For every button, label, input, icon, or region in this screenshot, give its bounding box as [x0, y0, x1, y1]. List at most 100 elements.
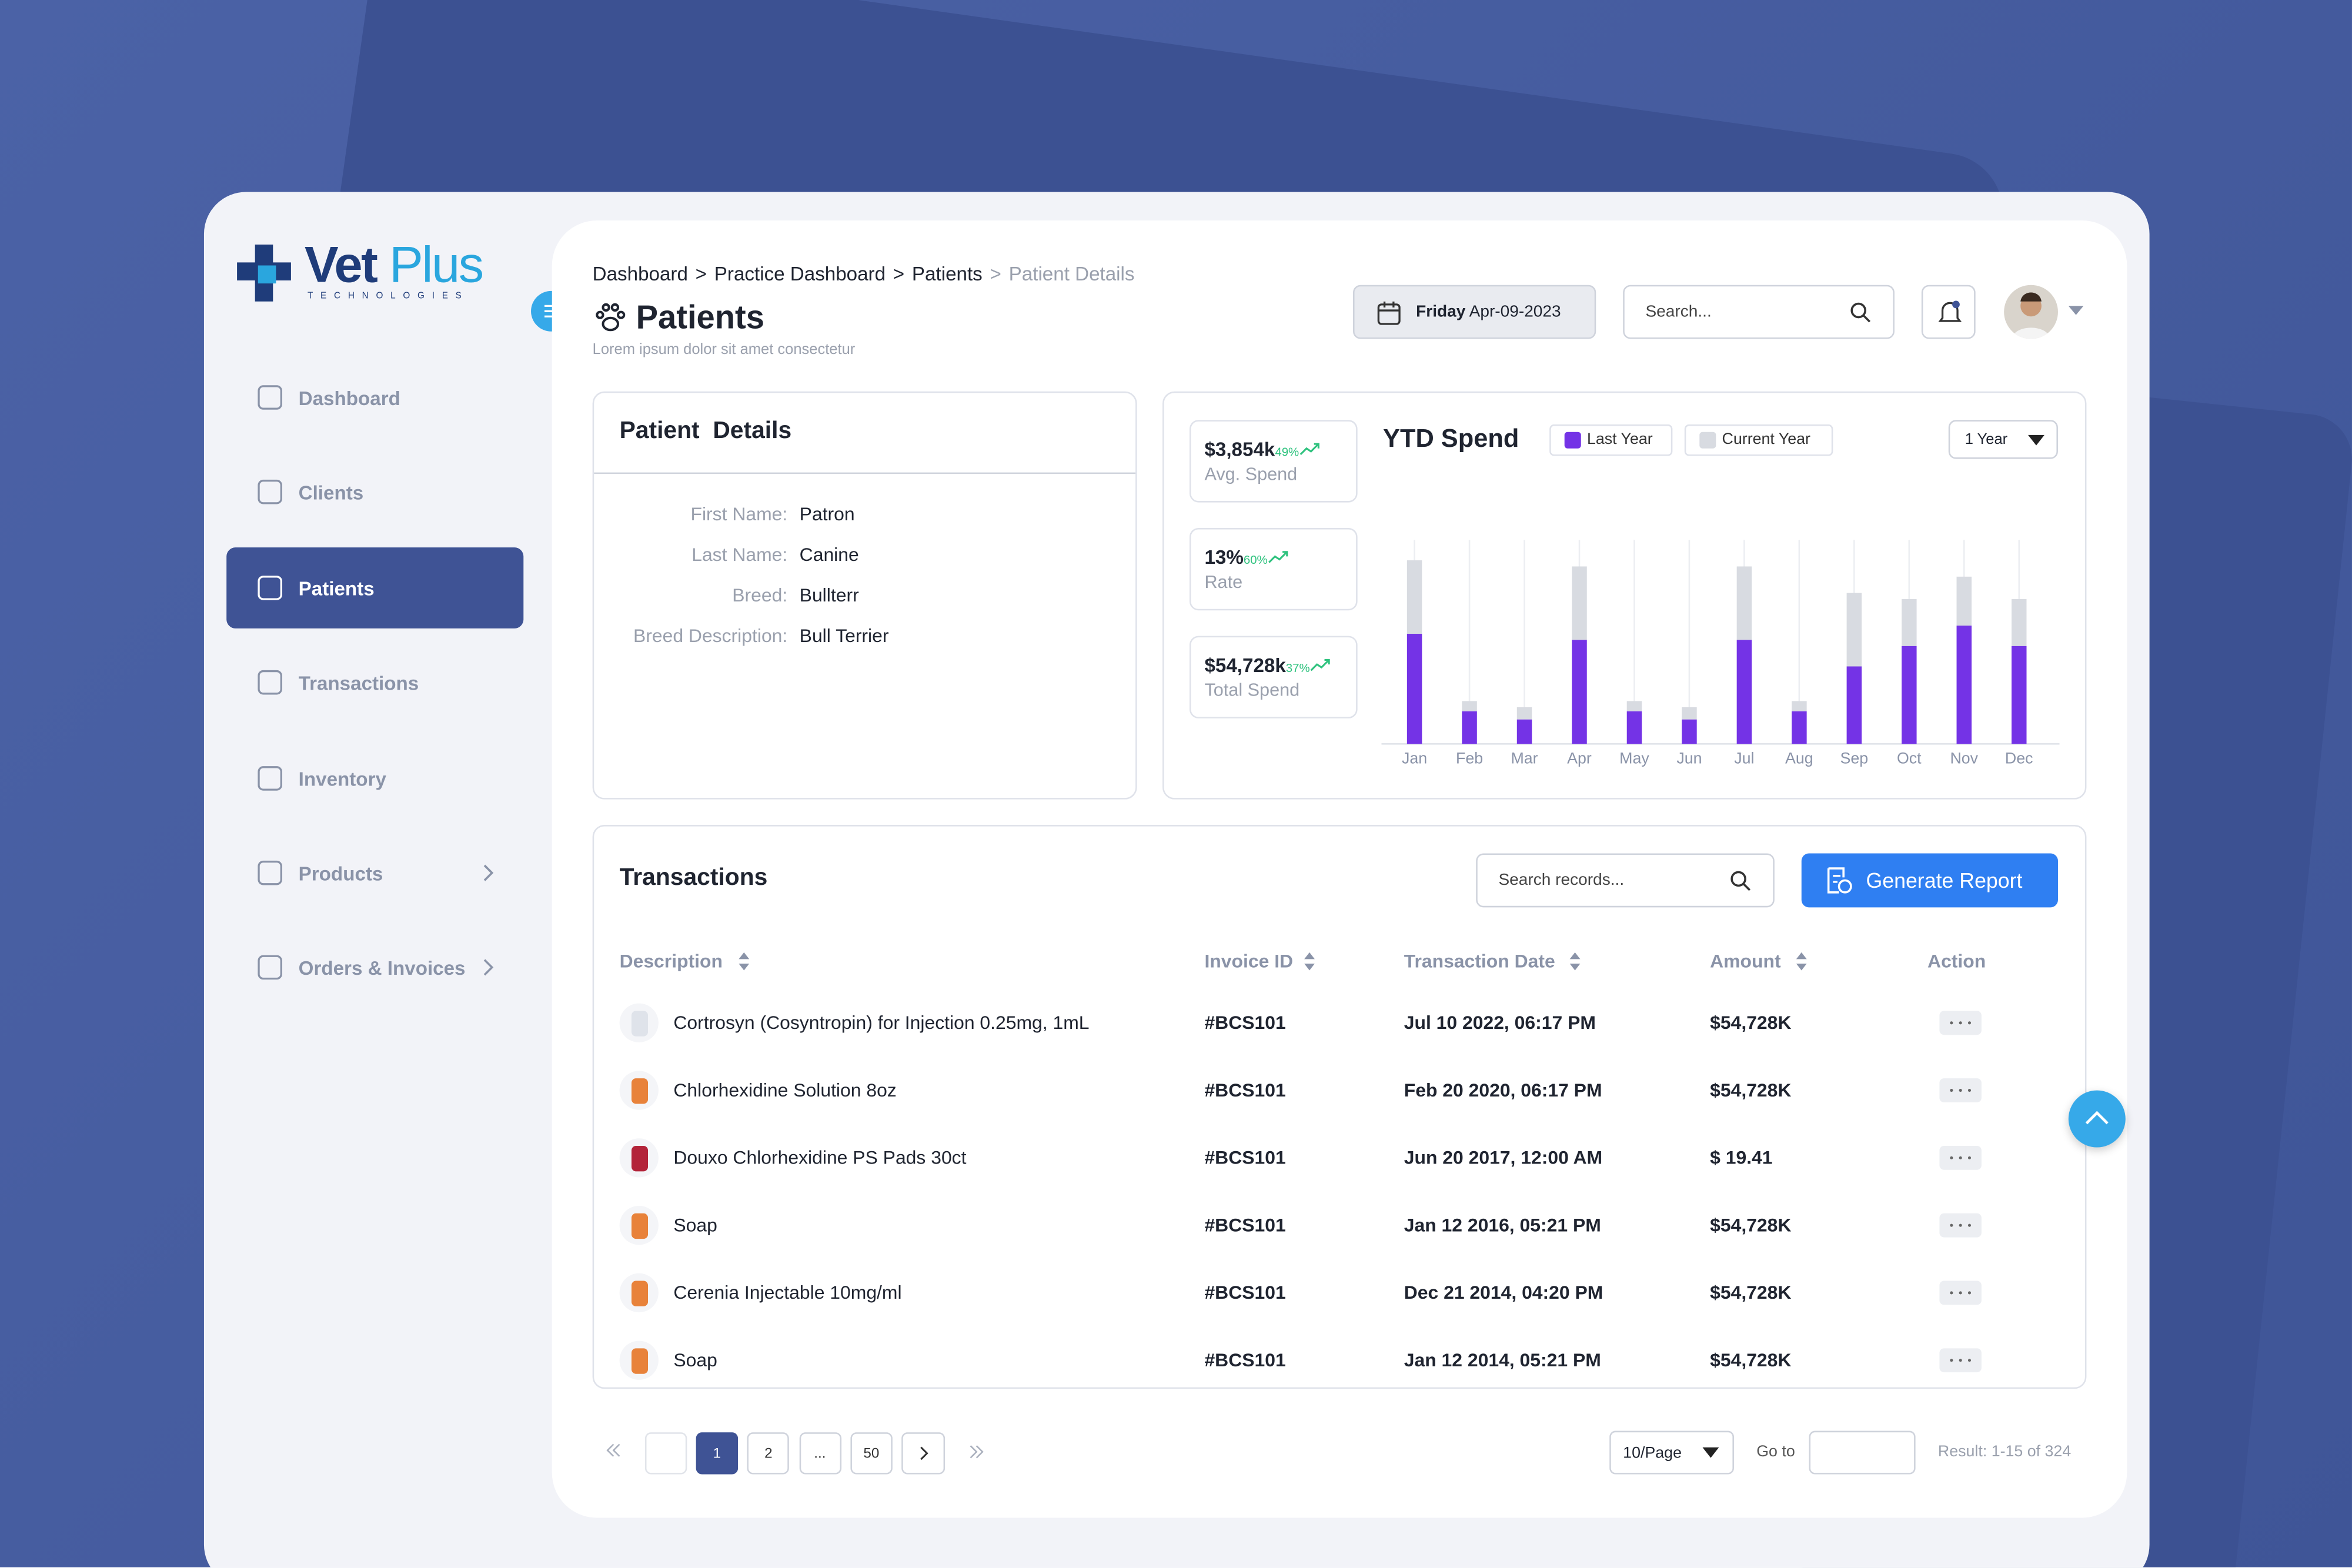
legend-swatch: [1699, 432, 1716, 449]
row-cell: Jan 12 2016, 05:21 PM: [1404, 1215, 1601, 1236]
patient-details-card: Patient Details First Name: Patron Last Na…: [592, 391, 1137, 800]
legend-item[interactable]: Current Year: [1684, 424, 1833, 456]
bar: [2011, 599, 2027, 646]
column-header[interactable]: Amount: [1710, 951, 1781, 972]
page-button[interactable]: 1: [696, 1432, 739, 1475]
sort-icon[interactable]: [1569, 952, 1581, 971]
row-description: Soap: [673, 1349, 717, 1371]
first-page[interactable]: [606, 1442, 622, 1460]
divider: [594, 472, 1136, 474]
bar: [1736, 640, 1752, 744]
bar: [1516, 719, 1532, 744]
thumb-shape: [631, 1348, 649, 1374]
sort-path: [1796, 952, 1807, 971]
sort-icon[interactable]: [1796, 952, 1808, 971]
nav-icon: [258, 670, 282, 695]
page-button[interactable]: ...: [799, 1432, 841, 1475]
product-thumb: [619, 1273, 659, 1313]
prev-page[interactable]: [644, 1432, 687, 1475]
brand-tagline: TECHNOLOGIES: [307, 292, 469, 302]
row-cell: #BCS101: [1204, 1147, 1286, 1169]
avatar[interactable]: [2004, 285, 2058, 339]
per-page-label: 10/Page: [1623, 1444, 1682, 1463]
breadcrumb-item[interactable]: Practice Dashboard: [714, 262, 886, 285]
legend-swatch: [1564, 432, 1581, 449]
nav-item[interactable]: Inventory: [226, 738, 523, 819]
report-icon: [1827, 867, 1852, 894]
nav-item[interactable]: Transactions: [226, 642, 523, 723]
column-header[interactable]: Invoice ID: [1204, 951, 1294, 972]
row-action[interactable]: [1939, 1011, 1982, 1035]
stat-value: 13%: [1204, 546, 1244, 569]
nav-item[interactable]: Products: [226, 833, 523, 914]
notifications-button[interactable]: [1921, 285, 1976, 339]
page-button[interactable]: 50: [850, 1432, 893, 1475]
x-tick-label: Jan: [1402, 749, 1427, 767]
nav-icon: [258, 479, 282, 504]
page-label: 1: [713, 1446, 721, 1463]
chevron-path: [483, 959, 494, 976]
search-box[interactable]: Search...: [1623, 285, 1895, 339]
next-page[interactable]: [901, 1432, 946, 1475]
period-select[interactable]: 1 Year: [1948, 420, 2058, 459]
page-button[interactable]: 2: [747, 1432, 790, 1475]
records-search[interactable]: Search records...: [1476, 853, 1775, 908]
legend-label: Last Year: [1586, 430, 1653, 449]
breadcrumb: Dashboard > Practice Dashboard > Patients > Pa…: [593, 262, 1135, 285]
nav-label: Clients: [298, 481, 364, 504]
search-placeholder: Search...: [1645, 303, 1712, 321]
page-title: Patients: [636, 298, 764, 336]
stat-value: $54,728k: [1204, 654, 1286, 677]
breadcrumb-item[interactable]: Patients: [911, 262, 983, 285]
bell-icon: [1938, 300, 1962, 322]
nav-item[interactable]: Clients: [226, 452, 523, 533]
icon-shape: [258, 576, 282, 600]
stat-row: $3,854k49%: [1204, 436, 1319, 463]
bar: [1792, 711, 1807, 744]
bar: [1462, 711, 1477, 744]
per-page-select[interactable]: 10/Page: [1609, 1430, 1734, 1475]
back-to-top[interactable]: [2068, 1090, 2126, 1148]
row-action[interactable]: [1939, 1145, 1982, 1170]
date-picker[interactable]: Friday Apr-09-2023: [1353, 285, 1596, 339]
row-action[interactable]: [1939, 1348, 1982, 1373]
page-label: 50: [863, 1446, 880, 1463]
row-cell: #BCS101: [1204, 1282, 1286, 1303]
row-action[interactable]: [1939, 1078, 1982, 1102]
bar: [1626, 701, 1642, 711]
last-icon: [970, 1445, 984, 1459]
bar: [1626, 711, 1642, 744]
date-day: Friday: [1416, 303, 1466, 321]
column-header[interactable]: Transaction Date: [1404, 951, 1555, 972]
nav-icon: [258, 860, 282, 885]
dot: [1950, 1291, 1953, 1295]
dot: [1967, 1223, 1972, 1227]
goto-input[interactable]: [1809, 1430, 1916, 1475]
stat-label: Rate: [1204, 571, 1243, 593]
breadcrumb-item[interactable]: Dashboard: [592, 262, 688, 285]
avatar-caret[interactable]: [2067, 305, 2085, 316]
row-action[interactable]: [1939, 1213, 1982, 1238]
select-caret: [1702, 1447, 1719, 1458]
dot: [1967, 1156, 1972, 1159]
field-label: Breed:: [732, 584, 788, 606]
breadcrumb-item: Patient Details: [1008, 262, 1135, 285]
sort-path: [1569, 952, 1581, 971]
legend-item[interactable]: Last Year: [1549, 424, 1673, 456]
last-page[interactable]: [969, 1442, 984, 1460]
nav-item[interactable]: Patients: [226, 547, 524, 628]
dot: [1959, 1223, 1962, 1227]
sort-icon[interactable]: [1304, 952, 1315, 971]
field-label: Last Name:: [691, 544, 788, 566]
generate-report-button[interactable]: Generate Report: [1801, 853, 2058, 908]
ytd-chart: Jan Feb Mar Apr May Jun Jul Aug Sep Oct Nov Dec: [1381, 540, 2060, 767]
column-header[interactable]: Description: [619, 951, 723, 972]
x-tick-label: Apr: [1567, 749, 1592, 767]
nav-item[interactable]: Dashboard: [226, 357, 523, 438]
sort-icon[interactable]: [738, 952, 750, 971]
row-description: Chlorhexidine Solution 8oz: [673, 1079, 897, 1101]
row-description: Douxo Chlorhexidine PS Pads 30ct: [673, 1147, 967, 1169]
row-cell: $54,728K: [1710, 1282, 1792, 1303]
nav-item[interactable]: Orders & Invoices: [226, 927, 523, 1008]
row-action[interactable]: [1939, 1281, 1982, 1305]
